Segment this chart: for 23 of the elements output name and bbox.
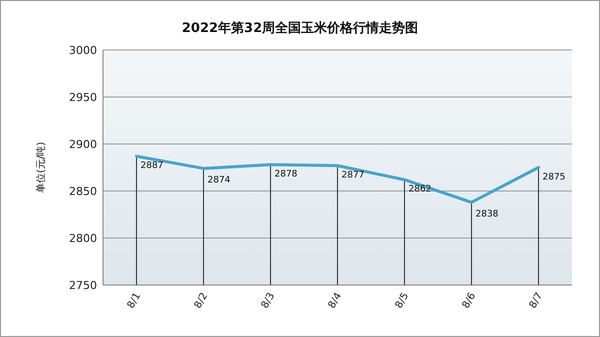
y-tick-label: 2750 bbox=[69, 279, 97, 292]
y-tick-label: 3000 bbox=[69, 44, 97, 57]
y-tick-label: 2800 bbox=[69, 232, 97, 245]
x-tick-label: 8/4 bbox=[326, 291, 344, 310]
data-label: 2875 bbox=[542, 172, 566, 182]
data-label: 2877 bbox=[342, 170, 364, 181]
data-label: 2887 bbox=[140, 161, 164, 172]
data-label: 2862 bbox=[408, 184, 432, 195]
x-tick-label: 8/7 bbox=[528, 291, 546, 310]
line-series bbox=[135, 154, 540, 204]
chart-title: 2022年第32周全国玉米价格行情走势图 bbox=[182, 20, 418, 36]
x-tick-label: 8/3 bbox=[260, 291, 278, 310]
data-label: 2878 bbox=[274, 170, 298, 180]
y-tick-label: 2900 bbox=[69, 138, 97, 151]
x-tick-label: 8/1 bbox=[126, 291, 144, 310]
y-axis-title: 单位(元/吨) bbox=[35, 142, 47, 194]
data-label: 2874 bbox=[208, 175, 231, 186]
data-label: 2838 bbox=[476, 209, 499, 220]
y-tick-label: 2850 bbox=[69, 185, 97, 198]
y-tick-label: 2950 bbox=[69, 91, 97, 104]
x-tick-label: 8/6 bbox=[460, 291, 478, 310]
x-tick-label: 8/2 bbox=[192, 291, 210, 310]
x-tick-label: 8/5 bbox=[394, 291, 412, 310]
